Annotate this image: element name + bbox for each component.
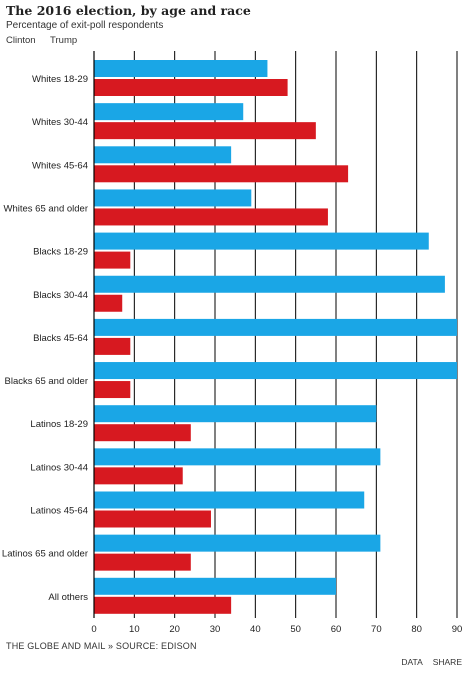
bar-clinton: [94, 275, 445, 293]
x-tick-label: 60: [331, 624, 342, 635]
bar-trump: [94, 381, 131, 399]
bar-trump: [94, 467, 183, 485]
bar-clinton: [94, 232, 429, 250]
data-link[interactable]: DATA: [401, 657, 423, 667]
bar-trump: [94, 510, 211, 528]
bar-clinton: [94, 103, 244, 121]
category-label: Whites 65 and older: [4, 203, 89, 214]
bar-clinton: [94, 189, 252, 207]
bar-clinton: [94, 318, 457, 336]
bar-trump: [94, 79, 288, 96]
bar-clinton: [94, 491, 365, 509]
legend-trump: Trump: [50, 35, 78, 46]
footer-links: DATA SHARE: [393, 657, 462, 667]
legend-clinton: Clinton: [6, 35, 36, 46]
bar-trump: [94, 337, 131, 355]
bar-trump: [94, 165, 349, 183]
bar-clinton: [94, 448, 381, 466]
category-label: Whites 45-64: [32, 160, 88, 171]
category-label: Latinos 65 and older: [2, 549, 88, 560]
bar-trump: [94, 251, 131, 269]
chart-subtitle: Percentage of exit-poll respondents: [6, 20, 164, 31]
bar-trump: [94, 294, 123, 312]
x-tick-label: 40: [250, 624, 261, 635]
x-tick-label: 80: [411, 624, 422, 635]
category-label: Latinos 45-64: [30, 506, 88, 517]
category-label: Blacks 45-64: [33, 333, 88, 344]
bar-clinton: [94, 577, 336, 595]
source-credit: THE GLOBE AND MAIL » SOURCE: EDISON: [6, 641, 197, 651]
category-label: Latinos 30-44: [30, 462, 88, 473]
bar-trump: [94, 553, 191, 571]
category-label: Whites 18-29: [32, 74, 88, 85]
bar-clinton: [94, 362, 457, 380]
bar-clinton: [94, 405, 377, 423]
legend: Clinton Trump: [6, 35, 89, 46]
bar-trump: [94, 424, 191, 442]
bar-clinton: [94, 146, 232, 164]
x-tick-label: 20: [169, 624, 180, 635]
chart-title: The 2016 election, by age and race: [6, 3, 251, 18]
category-label: All others: [48, 592, 88, 603]
bar-trump: [94, 208, 328, 226]
x-tick-label: 50: [290, 624, 301, 635]
x-tick-label: 30: [210, 624, 221, 635]
bar-trump: [94, 596, 232, 614]
bar-clinton: [94, 534, 381, 552]
x-tick-label: 70: [371, 624, 382, 635]
x-tick-label: 0: [91, 624, 96, 635]
share-link[interactable]: SHARE: [432, 657, 462, 667]
category-label: Blacks 65 and older: [5, 376, 88, 387]
category-label: Whites 30-44: [32, 117, 88, 128]
x-tick-label: 90: [452, 624, 463, 635]
x-tick-label: 10: [129, 624, 140, 635]
bar-chart: Whites 18-29 Whites 30-44 Whites 45-64 Whit…: [2, 51, 463, 635]
category-label: Blacks 30-44: [33, 290, 88, 301]
bar-clinton: [94, 60, 268, 77]
category-label: Latinos 18-29: [30, 419, 88, 430]
bar-trump: [94, 122, 316, 140]
category-label: Blacks 18-29: [33, 247, 88, 258]
